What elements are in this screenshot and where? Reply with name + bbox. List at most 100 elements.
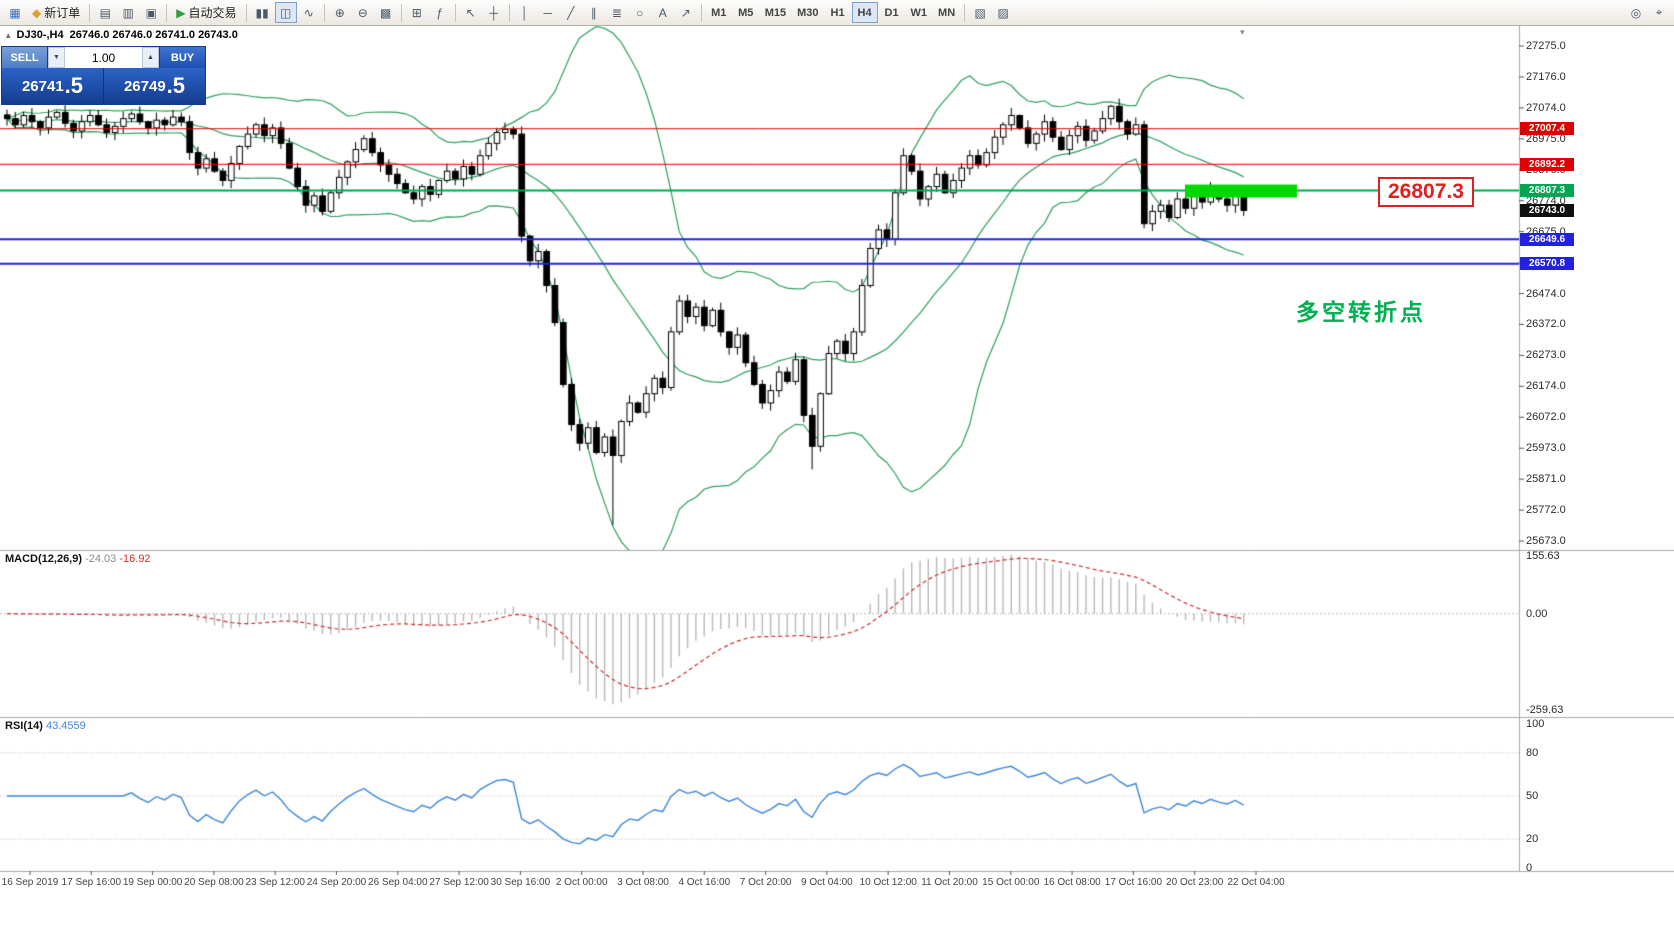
templates-button[interactable]: ▧ [969, 2, 991, 23]
rsi-name: RSI(14) [5, 720, 43, 732]
search-button[interactable]: ◎ [1625, 2, 1647, 23]
new-chart-button[interactable]: ▦ [4, 2, 26, 23]
main-toolbar: ▦ ◆ 新订单 ▤ ▥ ▣ ▶ 自动交易 ▮▮ ◫ ∿ ⊕ ⊖ ▩ ⊞ ƒ ↖ ┼ … [0, 0, 1674, 26]
sell-price-pips: .5 [64, 73, 84, 98]
buy-price[interactable]: 26749 .5 [104, 68, 205, 104]
zoom-in-button[interactable]: ⊕ [329, 2, 351, 23]
price-tag: 26807.3 [1520, 184, 1574, 198]
timeframe-w1-button[interactable]: W1 [906, 2, 933, 23]
time-axis-label: 17 Oct 16:00 [1104, 877, 1163, 888]
macd-axis-label: 155.63 [1526, 550, 1560, 562]
bar-chart-button[interactable]: ▮▮ [251, 2, 274, 23]
time-axis-label: 30 Sep 16:00 [490, 877, 551, 888]
price-axis-label: 25673.0 [1526, 535, 1566, 548]
toolbar-separator [166, 3, 168, 22]
vertical-line-button[interactable]: │ [514, 2, 536, 23]
horizontal-line-icon: ─ [543, 5, 552, 20]
timeframe-h1-button[interactable]: H1 [825, 2, 851, 23]
new-order-button[interactable]: ◆ 新订单 [27, 2, 85, 23]
grid-icon: ▩ [380, 5, 392, 20]
candle-chart-button[interactable]: ◫ [274, 2, 297, 23]
buy-button[interactable]: BUY [159, 47, 205, 68]
window-list-button[interactable]: ▨ [992, 2, 1014, 23]
zoom-out-button[interactable]: ⊖ [352, 2, 374, 23]
price-axis-label: 26474.0 [1526, 287, 1566, 300]
navigator-button[interactable]: ▥ [117, 2, 139, 23]
macd-axis-label: 0.00 [1526, 607, 1548, 620]
price-tag: 26649.6 [1520, 232, 1574, 246]
horizontal-line-button[interactable]: ─ [537, 2, 559, 23]
time-axis-label: 2 Oct 00:00 [555, 877, 608, 888]
timeframe-h4-button[interactable]: H4 [851, 2, 878, 23]
price-axis-label: 26174.0 [1526, 380, 1566, 393]
timeframe-m30-button[interactable]: M30 [792, 2, 823, 23]
rsi-value: 43.4559 [45, 720, 86, 732]
time-axis-label: 3 Oct 08:00 [617, 877, 669, 888]
sell-price-main: 26741 [21, 77, 64, 95]
volume-decrease-button[interactable]: ▼ [48, 47, 65, 68]
cursor-button[interactable]: ↖ [460, 2, 482, 23]
terminal-button[interactable]: ▣ [140, 2, 162, 23]
crosshair-icon: ┼ [489, 5, 498, 20]
new-order-label: 新订单 [44, 6, 81, 20]
price-tag: 26892.2 [1520, 157, 1574, 171]
toolbar-separator [323, 3, 325, 22]
time-axis-label: 10 Oct 12:00 [859, 877, 917, 888]
autotrading-button[interactable]: ▶ 自动交易 [171, 2, 241, 23]
shapes-button[interactable]: ○ [629, 2, 651, 23]
text-tool-icon: A [658, 5, 667, 20]
price-axis-label: 26273.0 [1526, 349, 1566, 362]
target-button[interactable]: ⌖ [1648, 2, 1670, 23]
crosshair-button[interactable]: ┼ [483, 2, 505, 23]
rsi-axis-label: 50 [1526, 790, 1539, 802]
macd-signal-value: -16.92 [119, 553, 151, 565]
timeframe-m5-button[interactable]: M5 [733, 2, 759, 23]
cursor-icon: ↖ [465, 5, 476, 20]
time-axis-label: 16 Oct 08:00 [1043, 877, 1101, 888]
zoom-in-icon: ⊕ [334, 5, 345, 20]
fibonacci-button[interactable]: ≣ [606, 2, 628, 23]
channel-button[interactable]: ∥ [583, 2, 605, 23]
macd-name: MACD(12,26,9) [5, 553, 83, 565]
toolbar-separator [400, 3, 402, 22]
fibonacci-icon: ≣ [611, 5, 622, 20]
chart-shift-marker[interactable]: ▾ [1240, 27, 1245, 37]
volume-increase-button[interactable]: ▲ [142, 47, 159, 68]
arrows-tool-button[interactable]: ↗ [675, 2, 697, 23]
market-watch-button[interactable]: ▤ [94, 2, 116, 23]
time-axis-label: 4 Oct 16:00 [678, 877, 731, 888]
chart-canvas[interactable] [0, 26, 1674, 949]
time-axis-label: 20 Oct 23:00 [1166, 877, 1224, 888]
price-axis-label: 26072.0 [1526, 411, 1566, 424]
macd-indicator-label: MACD(12,26,9) -24.03 -16.92 [5, 553, 151, 565]
toolbar-separator [508, 3, 510, 22]
terminal-icon: ▣ [145, 5, 157, 20]
buy-price-pips: .5 [166, 73, 186, 98]
price-tag: 27007.4 [1520, 122, 1574, 136]
trendline-icon: ╱ [567, 5, 575, 20]
trade-panel-prices: 26741 .5 26749 .5 [2, 68, 205, 104]
time-axis-label: 22 Oct 04:00 [1227, 877, 1285, 888]
sell-button[interactable]: SELL [2, 47, 48, 68]
timeframe-m15-button[interactable]: M15 [760, 2, 791, 23]
price-tag: 26743.0 [1520, 203, 1574, 217]
price-callout-label[interactable]: 26807.3 [1378, 177, 1474, 207]
timeframe-m1-button[interactable]: M1 [706, 2, 732, 23]
sell-price[interactable]: 26741 .5 [2, 68, 104, 104]
text-tool-button[interactable]: A [652, 2, 674, 23]
line-chart-button[interactable]: ∿ [298, 2, 320, 23]
panel-collapse-icon[interactable]: ▴ [6, 29, 11, 40]
time-axis-label: 24 Sep 20:00 [306, 877, 367, 888]
trendline-button[interactable]: ╱ [560, 2, 582, 23]
symbol-name: DJ30-,H4 [16, 29, 64, 41]
new-order-icon: ◆ [32, 5, 42, 20]
bar-chart-icon: ▮▮ [255, 5, 269, 20]
timeframe-d1-button[interactable]: D1 [879, 2, 905, 23]
volume-input[interactable] [65, 47, 142, 68]
timeframe-mn-button[interactable]: MN [933, 2, 960, 23]
tile-windows-button[interactable]: ⊞ [406, 2, 428, 23]
search-icon: ◎ [1630, 5, 1642, 20]
grid-button[interactable]: ▩ [375, 2, 397, 23]
indicators-button[interactable]: ƒ [429, 2, 451, 23]
templates-icon: ▧ [974, 5, 986, 20]
